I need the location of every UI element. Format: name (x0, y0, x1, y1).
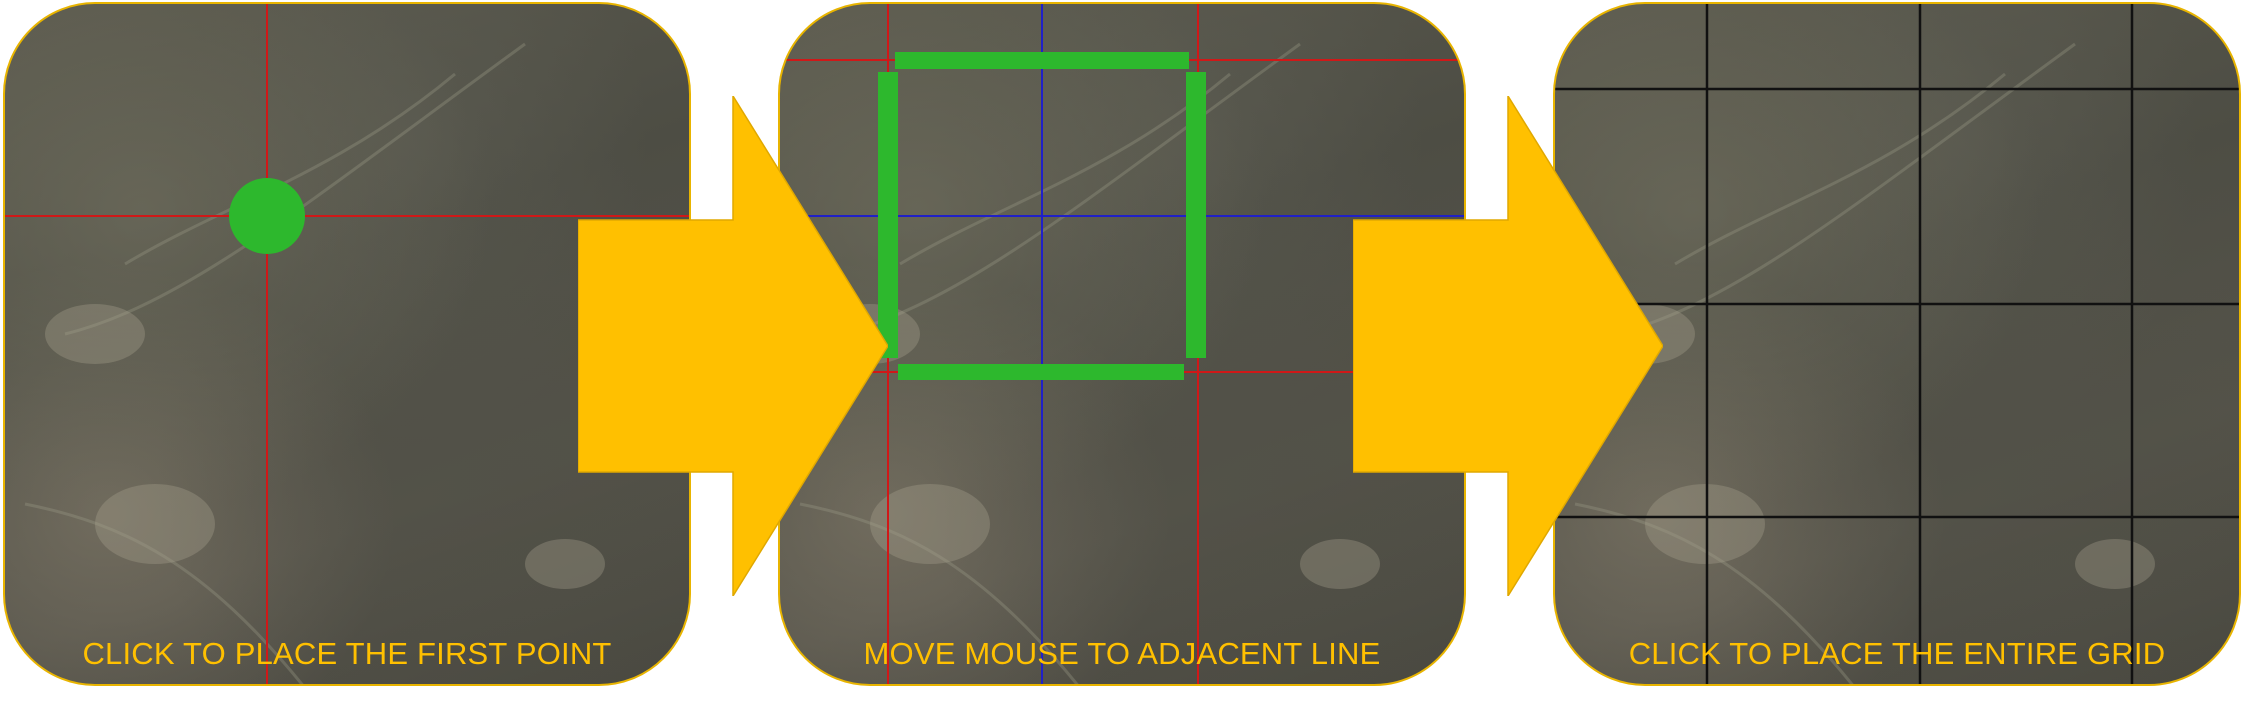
step-2-overlay (780, 4, 1464, 684)
left-highlight-segment (878, 72, 898, 358)
step-2-caption: MOVE MOUSE TO ADJACENT LINE (863, 636, 1381, 671)
right-arrow-icon (578, 96, 888, 596)
terrain-light-patches (45, 304, 605, 589)
terrain-light-patches (820, 304, 1380, 589)
terrain-light-patches (1595, 304, 2155, 589)
bottom-highlight-segment (898, 364, 1184, 380)
step-1-caption: CLICK TO PLACE THE FIRST POINT (82, 636, 612, 671)
top-highlight-segment (895, 52, 1189, 69)
step-1-panel: CLICK TO PLACE THE FIRST POINT (3, 2, 691, 686)
full-grid (1555, 4, 2239, 684)
placement-point-icon (229, 178, 305, 254)
right-arrow-icon (1353, 96, 1663, 596)
terrain-features (24, 42, 526, 684)
step-2-panel: MOVE MOUSE TO ADJACENT LINE (778, 2, 1466, 686)
step-3-caption: CLICK TO PLACE THE ENTIRE GRID (1628, 636, 2166, 671)
step-1-overlay (5, 4, 689, 684)
terrain-features (1574, 42, 2076, 684)
right-highlight-segment (1186, 72, 1206, 358)
step-3-panel: CLICK TO PLACE THE ENTIRE GRID (1553, 2, 2241, 686)
